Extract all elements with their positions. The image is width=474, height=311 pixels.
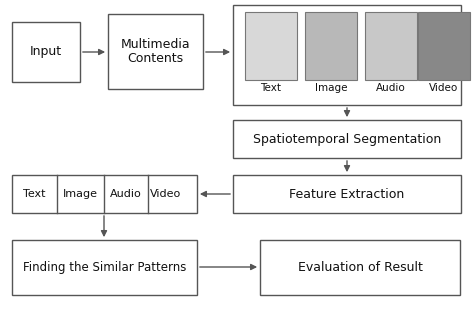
Bar [233, 175, 461, 213]
Bar [305, 12, 357, 80]
Text: Text: Text [261, 83, 282, 93]
Text: Text: Text [23, 189, 45, 199]
Bar [12, 22, 80, 82]
Text: Audio: Audio [110, 189, 142, 199]
Text: Video: Video [429, 83, 459, 93]
Bar [233, 5, 461, 105]
Bar [233, 120, 461, 158]
Bar [365, 12, 417, 80]
Bar [108, 14, 203, 89]
Bar [245, 12, 297, 80]
Text: Audio: Audio [376, 83, 406, 93]
Text: Video: Video [150, 189, 182, 199]
Bar [12, 175, 197, 213]
Text: Spatiotemporal Segmentation: Spatiotemporal Segmentation [253, 132, 441, 146]
Bar [418, 12, 470, 80]
Bar [260, 240, 460, 295]
Text: Finding the Similar Patterns: Finding the Similar Patterns [23, 261, 186, 274]
Text: Evaluation of Result: Evaluation of Result [298, 261, 422, 274]
Text: Image: Image [63, 189, 98, 199]
Bar [12, 240, 197, 295]
Text: Input: Input [30, 45, 62, 58]
Text: Feature Extraction: Feature Extraction [289, 188, 405, 201]
Text: Image: Image [315, 83, 347, 93]
Text: Multimedia
Contents: Multimedia Contents [121, 38, 191, 66]
